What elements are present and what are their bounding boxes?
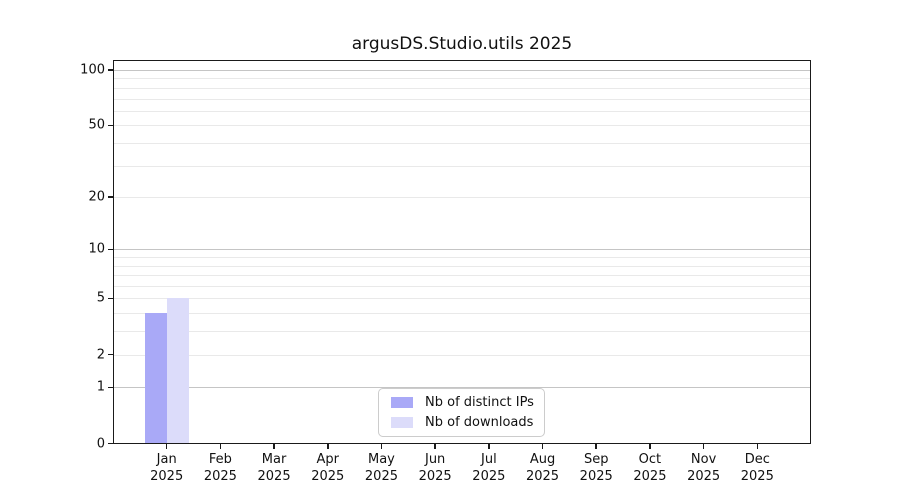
x-tick-month: Jul — [481, 452, 497, 467]
x-tick-label-jan: Jan 2025 — [150, 452, 183, 485]
y-tick-label: 5 — [96, 290, 105, 306]
y-gridline-minor — [113, 265, 811, 267]
bar-nb-of-distinct-ips-jan — [144, 313, 167, 444]
y-tick-mark — [108, 442, 113, 445]
x-tick-mark — [595, 444, 597, 449]
y-tick-label: 2 — [96, 347, 105, 363]
x-tick-label-jul: Jul 2025 — [472, 452, 505, 485]
y-tick-mark — [108, 353, 113, 356]
y-tick-mark — [108, 386, 113, 389]
x-tick-month: Sep — [583, 452, 609, 467]
y-tick-mark — [108, 196, 113, 198]
legend-swatch — [391, 397, 413, 409]
y-tick-label: 100 — [80, 62, 105, 78]
legend: Nb of distinct IPs Nb of downloads — [378, 388, 545, 437]
y-tick-mark — [108, 124, 113, 127]
x-tick-year: 2025 — [311, 468, 345, 484]
y-gridline-minor — [113, 298, 811, 300]
x-tick-label-dec: Dec 2025 — [741, 452, 774, 485]
x-tick-label-may: May 2025 — [365, 452, 398, 485]
x-tick-mark — [702, 444, 705, 449]
legend-row: Nb of distinct IPs — [379, 393, 544, 413]
x-tick-mark — [649, 444, 651, 449]
y-tick-label: 0 — [96, 436, 105, 451]
x-tick-year: 2025 — [418, 468, 452, 484]
y-gridline-minor — [113, 78, 811, 80]
x-tick-mark — [380, 444, 383, 449]
y-tick-mark — [108, 297, 113, 300]
x-tick-month: Jan — [156, 452, 177, 467]
x-tick-year: 2025 — [150, 468, 184, 484]
y-gridline-minor — [113, 197, 811, 199]
y-gridline-minor — [113, 354, 811, 356]
plot-area — [113, 60, 811, 444]
y-gridline-minor — [113, 87, 811, 89]
x-tick-month: Oct — [638, 452, 662, 467]
y-tick-mark — [108, 248, 113, 251]
y-gridline-major — [113, 249, 811, 251]
x-tick-month: Dec — [744, 452, 770, 467]
x-tick-label-jun: Jun 2025 — [419, 452, 452, 485]
x-tick-mark — [219, 444, 222, 449]
y-gridline-minor — [113, 257, 811, 259]
x-tick-month: Jun — [424, 452, 446, 467]
x-tick-year: 2025 — [525, 468, 560, 484]
y-gridline-minor — [113, 331, 811, 333]
x-tick-label-apr: Apr 2025 — [311, 452, 344, 485]
y-gridline-minor — [113, 275, 811, 277]
y-gridline-minor — [113, 165, 811, 167]
x-tick-year: 2025 — [740, 468, 774, 484]
x-tick-month: Feb — [208, 452, 232, 467]
y-gridline-minor — [113, 98, 811, 100]
x-tick-year: 2025 — [633, 468, 667, 484]
x-tick-label-nov: Nov 2025 — [687, 452, 720, 485]
x-tick-year: 2025 — [472, 468, 506, 484]
y-gridline-minor — [113, 142, 811, 144]
x-tick-year: 2025 — [687, 468, 721, 484]
x-tick-month: Mar — [261, 452, 287, 467]
y-tick-label: 50 — [88, 117, 105, 133]
x-tick-mark — [273, 444, 275, 449]
x-tick-year: 2025 — [257, 468, 291, 484]
y-gridline-minor — [113, 110, 811, 112]
x-tick-mark — [756, 444, 759, 449]
x-tick-label-feb: Feb 2025 — [204, 452, 237, 485]
bar-nb-of-downloads-jan — [166, 298, 189, 444]
x-tick-month: Aug — [529, 452, 556, 467]
x-tick-year: 2025 — [579, 468, 613, 484]
x-tick-label-oct: Oct 2025 — [633, 452, 666, 485]
y-gridline-major — [113, 387, 811, 389]
x-tick-mark — [165, 444, 168, 449]
x-tick-month: Apr — [316, 452, 340, 467]
legend-label: Nb of distinct IPs — [425, 395, 534, 411]
x-tick-mark — [541, 444, 544, 449]
y-gridline-minor — [113, 125, 811, 127]
chart-title: argusDS.Studio.utils 2025 — [351, 34, 573, 54]
x-tick-mark — [327, 444, 329, 449]
x-tick-year: 2025 — [203, 468, 237, 484]
y-tick-label: 20 — [88, 189, 105, 205]
x-tick-year: 2025 — [364, 468, 398, 484]
y-tick-label: 1 — [96, 379, 105, 395]
y-tick-mark — [108, 69, 113, 71]
legend-label: Nb of downloads — [425, 414, 534, 430]
x-tick-month: May — [368, 452, 395, 467]
x-tick-label-aug: Aug 2025 — [526, 452, 559, 485]
y-tick-label: 10 — [88, 241, 105, 257]
x-tick-label-mar: Mar 2025 — [258, 452, 291, 485]
y-gridline-minor — [113, 313, 811, 315]
x-tick-mark — [434, 444, 436, 449]
x-tick-label-sep: Sep 2025 — [580, 452, 613, 485]
x-tick-month: Nov — [690, 452, 717, 467]
x-tick-mark — [488, 444, 490, 449]
legend-swatch — [391, 416, 413, 428]
legend-row: Nb of downloads — [379, 413, 544, 433]
y-gridline-major — [113, 69, 811, 71]
y-gridline-minor — [113, 286, 811, 288]
